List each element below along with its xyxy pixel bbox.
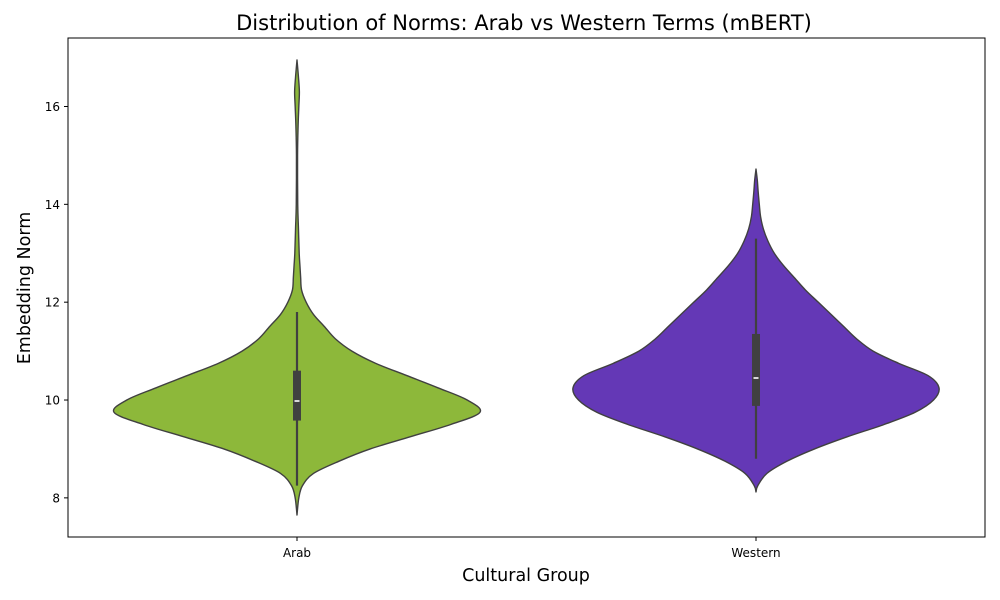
y-tick-label: 10 bbox=[45, 394, 60, 408]
chart-title: Distribution of Norms: Arab vs Western T… bbox=[236, 11, 812, 35]
x-axis-label: Cultural Group bbox=[462, 566, 590, 586]
y-axis: 8 10 12 14 16 bbox=[45, 100, 68, 505]
iqr-box-western bbox=[752, 333, 760, 406]
violins-layer bbox=[112, 59, 940, 516]
y-tick-label: 12 bbox=[45, 296, 60, 310]
x-axis: Arab Western bbox=[283, 537, 781, 560]
x-tick-label: Arab bbox=[283, 546, 311, 560]
y-axis-label: Embedding Norm bbox=[15, 212, 35, 365]
plot-area-frame bbox=[67, 37, 986, 538]
x-tick-label: Western bbox=[731, 546, 780, 560]
y-tick-label: 14 bbox=[45, 198, 60, 212]
iqr-box-arab bbox=[293, 370, 301, 421]
y-tick-label: 8 bbox=[52, 491, 60, 505]
violin-arab bbox=[112, 59, 482, 516]
y-tick-label: 16 bbox=[45, 100, 60, 114]
